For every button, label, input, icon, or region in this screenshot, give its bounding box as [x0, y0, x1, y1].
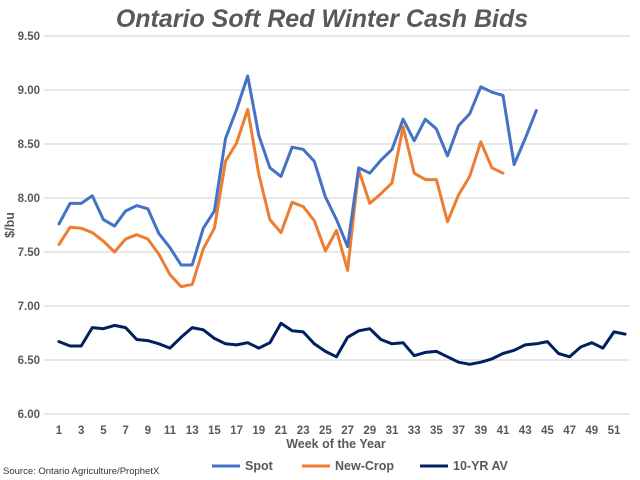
y-tick-label: 9.50: [18, 31, 40, 43]
legend-label: 10-YR AV: [453, 459, 509, 473]
x-tick-label: 17: [230, 425, 243, 437]
chart-title: Ontario Soft Red Winter Cash Bids: [116, 5, 528, 33]
y-tick-labels: 6.00 6.50 7.00 7.50 8.00 8.50 9.00 9.50: [18, 31, 40, 421]
legend-label: New-Crop: [335, 459, 394, 473]
x-tick-label: 7: [122, 425, 128, 437]
legend: Spot New-Crop 10-YR AV: [212, 459, 509, 473]
x-axis-label: Week of the Year: [286, 437, 386, 451]
source-note: Source: Ontario Agriculture/ProphetX: [3, 466, 160, 477]
x-tick-label: 5: [100, 425, 107, 437]
x-tick-label: 21: [275, 425, 288, 437]
x-tick-label: 47: [563, 425, 576, 437]
legend-label: Spot: [245, 459, 274, 473]
x-tick-label: 13: [186, 425, 199, 437]
y-tick-label: 9.00: [18, 85, 40, 97]
x-tick-label: 19: [252, 425, 265, 437]
legend-item: Spot: [212, 459, 274, 473]
x-tick-label: 1: [56, 425, 63, 437]
gridlines: [44, 35, 630, 415]
x-tick-labels: 1 3 5 7 9 11 13 15 17 19 21 23 25 27 29 31 33 35 37 39 41 43 4…: [56, 425, 621, 437]
y-tick-label: 6.50: [18, 355, 40, 367]
x-tick-label: 43: [519, 425, 532, 437]
x-tick-label: 41: [497, 425, 510, 437]
x-tick-label: 39: [474, 425, 487, 437]
x-tick-label: 25: [319, 425, 332, 437]
x-tick-label: 15: [208, 425, 221, 437]
series-lines: [57, 74, 627, 366]
x-tick-label: 45: [541, 425, 554, 437]
series-line-10-yr-av: [57, 321, 627, 366]
x-tick-label: 33: [408, 425, 421, 437]
x-tick-label: 35: [430, 425, 443, 437]
series-line-new-crop: [57, 107, 505, 289]
x-tick-label: 31: [386, 425, 399, 437]
y-tick-label: 8.50: [18, 139, 40, 151]
y-axis-label: $/bu: [3, 212, 17, 238]
x-tick-label: 23: [297, 425, 310, 437]
y-tick-label: 6.00: [18, 409, 40, 421]
y-tick-label: 7.00: [18, 301, 40, 313]
legend-item: New-Crop: [302, 459, 394, 473]
legend-item: 10-YR AV: [420, 459, 509, 473]
x-tick-label: 3: [78, 425, 84, 437]
y-tick-label: 8.00: [18, 193, 40, 205]
y-tick-label: 7.50: [18, 247, 40, 259]
x-tick-label: 29: [363, 425, 376, 437]
x-tick-label: 11: [164, 425, 177, 437]
x-tick-label: 37: [452, 425, 465, 437]
x-tick-label: 9: [145, 425, 151, 437]
series-line-spot: [57, 74, 538, 267]
x-tick-label: 51: [608, 425, 621, 437]
x-tick-label: 27: [341, 425, 354, 437]
x-tick-label: 49: [585, 425, 598, 437]
